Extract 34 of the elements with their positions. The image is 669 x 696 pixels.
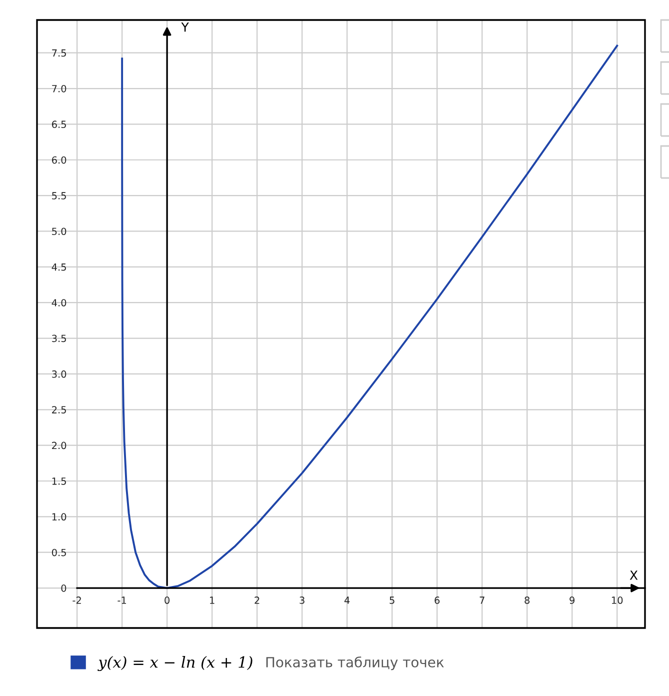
legend-label: y(x) = x − ln (x + 1) bbox=[98, 656, 252, 672]
y-tick-label: 7.5 bbox=[52, 49, 66, 57]
x-tick-label: 5 bbox=[390, 596, 394, 604]
x-tick-label: 1 bbox=[210, 596, 214, 604]
y-tick-label: 1.5 bbox=[52, 478, 66, 485]
x-tick-label: 4 bbox=[344, 596, 350, 604]
x-tick-label: 6 bbox=[434, 596, 440, 604]
y-tick-label: 6.0 bbox=[52, 156, 66, 164]
x-tick-label: -2 bbox=[72, 596, 81, 604]
x-tick-label: 9 bbox=[570, 596, 575, 604]
y-axis-title: Y bbox=[181, 22, 189, 32]
y-tick-label: 3.0 bbox=[52, 370, 66, 378]
x-tick-label: 2 bbox=[254, 596, 260, 604]
x-tick-label: -1 bbox=[118, 596, 126, 604]
y-tick-label: 0 bbox=[61, 584, 66, 592]
y-tick-label: 0.5 bbox=[52, 548, 66, 556]
y-tick-label: 2.0 bbox=[52, 442, 66, 450]
y-tick-label: 5.5 bbox=[52, 192, 66, 200]
y-tick-label: 1.0 bbox=[52, 513, 66, 521]
x-axis-title: X bbox=[630, 570, 638, 580]
x-tick-label: 7 bbox=[480, 596, 484, 604]
y-tick-label: 4.5 bbox=[52, 264, 66, 271]
y-tick-label: 2.5 bbox=[52, 406, 66, 414]
y-tick-label: 3.5 bbox=[52, 334, 66, 342]
y-tick-label: 5.0 bbox=[52, 228, 66, 236]
x-tick-label: 10 bbox=[612, 596, 623, 604]
x-tick-label: 0 bbox=[164, 596, 170, 604]
y-tick-label: 6.5 bbox=[52, 120, 66, 128]
x-tick-label: 8 bbox=[524, 596, 530, 604]
y-tick-label: 4.0 bbox=[52, 299, 66, 306]
text: Показать таблицу точек bbox=[266, 656, 444, 670]
line-series bbox=[121, 44, 618, 590]
x-tick-label: 3 bbox=[300, 596, 304, 604]
y-tick-label: 7.0 bbox=[52, 84, 66, 92]
